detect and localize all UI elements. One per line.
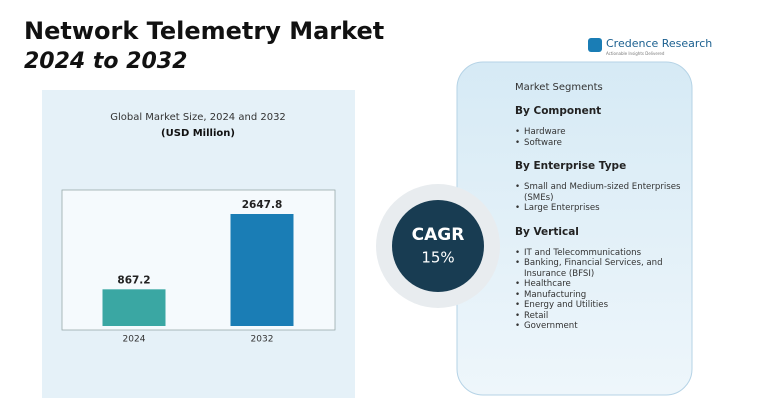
segment-item: Government [515, 321, 685, 332]
segment-item: Healthcare [515, 279, 685, 290]
x-tick-label: 2024 [123, 335, 146, 345]
segment-item: Large Enterprises [515, 203, 685, 214]
bar [102, 289, 166, 326]
segment-item: Retail [515, 311, 685, 322]
group-heading: By Component [515, 105, 602, 117]
segment-item: Small and Medium-sized Enterprises (SMEs… [515, 182, 685, 203]
segments-title: Market Segments [515, 82, 603, 93]
chart-subtitle: (USD Million) [161, 128, 235, 139]
group-heading: By Vertical [515, 225, 579, 238]
group-list: HardwareSoftware [515, 127, 685, 148]
x-tick-label: 2032 [251, 335, 274, 345]
bar [230, 214, 294, 326]
segment-item: IT and Telecommunications [515, 248, 685, 259]
brand-tagline: Actionable Insights Delivered [606, 51, 665, 56]
group-heading: By Enterprise Type [515, 160, 627, 172]
brand-logo [588, 38, 602, 52]
bars: 867.2 2024 2647.8 2032 [102, 199, 294, 345]
segment-item: Manufacturing [515, 290, 685, 301]
cagr-value: 15% [421, 249, 454, 267]
title: Network Telemetry Market [24, 17, 384, 45]
group-list: IT and TelecommunicationsBanking, Financ… [515, 248, 685, 332]
segment-item: Energy and Utilities [515, 300, 685, 311]
segments: Market Segments By Component HardwareSoft… [515, 82, 685, 344]
cagr-circle [392, 200, 484, 292]
group-list: Small and Medium-sized Enterprises (SMEs… [515, 182, 685, 214]
value-label: 2647.8 [242, 199, 283, 211]
segment-item: Hardware [515, 127, 685, 138]
segment-item: Banking, Financial Services, and Insuran… [515, 258, 685, 279]
value-label: 867.2 [117, 274, 150, 286]
chart-title: Global Market Size, 2024 and 2032 [110, 112, 286, 123]
brand-name: Credence Research [606, 37, 712, 50]
segment-item: Software [515, 138, 685, 149]
cagr-label: CAGR [412, 225, 465, 245]
subtitle: 2024 to 2032 [24, 49, 187, 74]
